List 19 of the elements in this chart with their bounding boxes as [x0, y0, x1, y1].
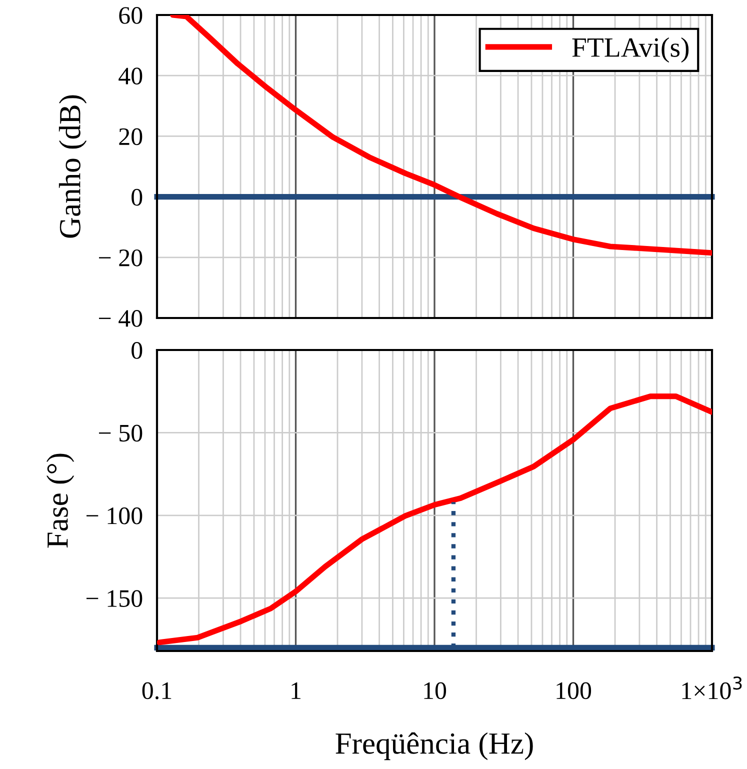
legend-label: FTLAvi(s): [572, 37, 689, 63]
y-tick-label: 20: [119, 128, 142, 146]
x-tick-label: 1: [292, 682, 300, 699]
x-tick-label: 10: [424, 682, 446, 700]
y-tick-label: 60: [119, 7, 142, 24]
x-tick-label: 0.1: [142, 682, 172, 700]
y-tick-label: − 40: [99, 310, 142, 327]
x-tick-label: 100: [556, 682, 592, 700]
y-tick-label: − 100: [86, 507, 142, 524]
y-axis-title: Fase (°): [46, 454, 74, 548]
y-tick-label: 0: [132, 188, 142, 206]
y-tick-label: − 150: [86, 590, 142, 607]
y-tick-label: − 50: [99, 424, 142, 442]
y-tick-label: 40: [118, 68, 142, 85]
y-axis-title: Ganho (dB): [58, 95, 87, 238]
y-tick-label: 0: [132, 342, 142, 359]
x-axis-title: Freqüência (Hz): [336, 732, 533, 760]
x-tick-label: 1×10$^{3}$: [682, 676, 742, 700]
y-tick-label: − 20: [99, 249, 142, 266]
